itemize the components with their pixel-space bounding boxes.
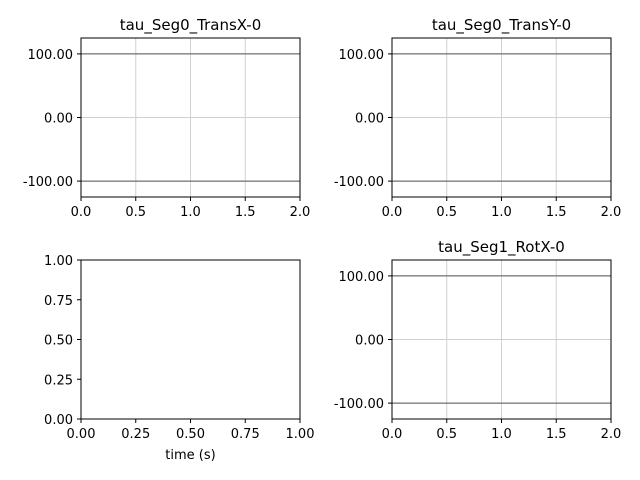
subplot-title: tau_Seg0_TransX-0 <box>120 16 262 35</box>
subplot-title: tau_Seg1_RotX-0 <box>438 238 565 257</box>
y-tick-label: 0.75 <box>44 294 73 309</box>
y-tick-label: 100.00 <box>28 48 74 63</box>
x-tick-label: 0.5 <box>436 205 457 220</box>
y-tick-label: 0.00 <box>44 413 73 428</box>
y-tick-label: 0.50 <box>44 334 73 349</box>
y-tick-label: 0.00 <box>355 334 384 349</box>
x-tick-label: 1.5 <box>235 205 256 220</box>
x-tick-label: 0.75 <box>231 427 260 442</box>
x-tick-label: 0.5 <box>125 205 146 220</box>
x-tick-label: 0.25 <box>121 427 150 442</box>
y-tick-label: 0.00 <box>44 112 73 127</box>
x-axis-label: time (s) <box>165 448 215 463</box>
y-tick-label: -100.00 <box>334 397 384 412</box>
x-tick-label: 1.00 <box>286 427 315 442</box>
x-tick-label: 1.0 <box>180 205 201 220</box>
y-tick-label: 100.00 <box>339 48 385 63</box>
subplot-3: 0.00 0.25 0.50 0.75 1.00 1.00 0.75 0.50 0.25 0.00… <box>44 254 314 463</box>
subplot-1: 0.0 0.5 1.0 1.5 2.0 100.00 0.00 -100.00 tau_Seg0… <box>23 16 311 220</box>
y-tick-label: -100.00 <box>23 175 73 190</box>
y-tick-label: 1.00 <box>44 254 73 269</box>
x-tick-label: 1.0 <box>491 205 512 220</box>
y-tick-label: -100.00 <box>334 175 384 190</box>
x-tick-label: 1.5 <box>546 427 567 442</box>
y-tick-label: 0.00 <box>355 112 384 127</box>
x-tick-label: 1.5 <box>546 205 567 220</box>
subplot-2: 0.0 0.5 1.0 1.5 2.0 100.00 0.00 -100.00 tau_Seg0… <box>334 16 622 220</box>
x-tick-label: 0.0 <box>382 205 403 220</box>
x-tick-label: 2.0 <box>601 205 622 220</box>
y-tick-label: 100.00 <box>339 270 385 285</box>
x-tick-label: 2.0 <box>290 205 311 220</box>
x-tick-label: 1.0 <box>491 427 512 442</box>
x-tick-label: 2.0 <box>601 427 622 442</box>
x-tick-label: 0.50 <box>176 427 205 442</box>
x-tick-label: 0.00 <box>67 427 96 442</box>
x-tick-label: 0.0 <box>382 427 403 442</box>
x-tick-label: 0.5 <box>436 427 457 442</box>
axes-frame <box>80 259 301 420</box>
x-tick-label: 0.0 <box>71 205 92 220</box>
y-tick-label: 0.25 <box>44 373 73 388</box>
subplot-4: 0.0 0.5 1.0 1.5 2.0 100.00 0.00 -100.00 tau_Seg1… <box>334 238 622 442</box>
subplot-title: tau_Seg0_TransY-0 <box>432 16 571 35</box>
